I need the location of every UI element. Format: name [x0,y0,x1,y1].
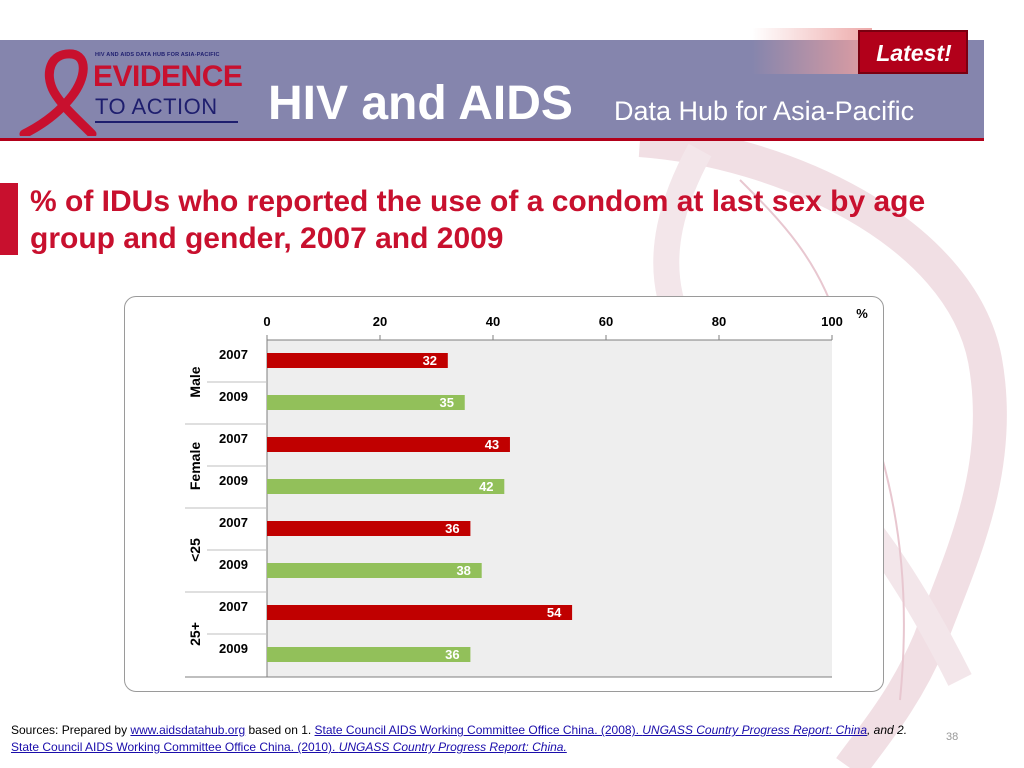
bar-value-label: 36 [445,647,459,662]
x-tick-label: 80 [712,314,726,329]
sources-mid-1: based on 1. [245,723,315,737]
group-label: <25 [187,538,203,562]
bar-<25-2009 [267,563,482,578]
bar-value-label: 54 [547,605,562,620]
latest-badge-label: Latest! [876,40,952,66]
logo-evidence-text: EVIDENCE [93,60,243,93]
logo-to-action-text: TO ACTION [95,94,218,119]
bar-value-label: 42 [479,479,493,494]
source-link-1[interactable]: State Council AIDS Working Committee Off… [315,723,867,737]
bar-value-label: 36 [445,521,459,536]
bar-Male-2009 [267,395,465,410]
x-axis-unit: % [856,306,868,321]
year-label: 2007 [219,347,248,362]
group-label: 25+ [187,622,203,646]
bar-value-label: 32 [423,353,437,368]
x-tick-label: 100 [821,314,843,329]
year-label: 2007 [219,599,248,614]
plot-area [267,340,832,677]
source-link-aidsdatahub[interactable]: www.aidsdatahub.org [130,723,246,737]
sources-mid-2: , and 2. [867,723,908,737]
page-number: 38 [946,731,959,743]
bar-<25-2007 [267,521,471,536]
year-label: 2007 [219,431,248,446]
year-label: 2009 [219,389,248,404]
source-link-2-text: State Council AIDS Working Committee Off… [11,740,339,754]
slide-title: % of IDUs who reported the use of a cond… [30,185,926,255]
header-title: HIV and AIDS [268,77,573,130]
year-label: 2009 [219,473,248,488]
source-link-2[interactable]: State Council AIDS Working Committee Off… [11,740,567,754]
x-tick-label: 60 [599,314,613,329]
year-label: 2007 [219,515,248,530]
bar-value-label: 43 [485,437,499,452]
red-ribbon-logo-icon [19,49,97,136]
source-link-1-title: UNGASS Country Progress Report: China [642,723,868,737]
group-label: Female [187,442,203,490]
x-tick-label: 20 [373,314,387,329]
group-label: Male [187,366,203,397]
bar-25+-2007 [267,605,573,620]
source-link-2-title: UNGASS Country Progress Report: China. [338,740,567,754]
latest-badge-fade [752,28,872,74]
source-link-1-text: State Council AIDS Working Committee Off… [314,723,643,737]
sources-note: Sources: Prepared by www.aidsdatahub.org… [11,722,911,756]
bar-25+-2009 [267,647,471,662]
x-tick-label: 40 [486,314,500,329]
bar-value-label: 35 [440,395,454,410]
year-label: 2009 [219,641,248,656]
year-label: 2009 [219,557,248,572]
title-accent-bar [0,183,18,255]
bar-value-label: 38 [456,563,470,578]
header-subtitle: Data Hub for Asia-Pacific [614,96,915,126]
bar-Female-2007 [267,437,510,452]
latest-badge[interactable]: Latest! [858,30,968,74]
bar-Male-2007 [267,353,448,368]
x-tick-label: 0 [263,314,270,329]
bar-Female-2009 [267,479,505,494]
logo-underline [95,121,238,123]
sources-prefix: Sources: Prepared by [11,723,131,737]
logo-tagline: HIV AND AIDS DATA HUB FOR ASIA-PACIFIC [95,52,220,58]
